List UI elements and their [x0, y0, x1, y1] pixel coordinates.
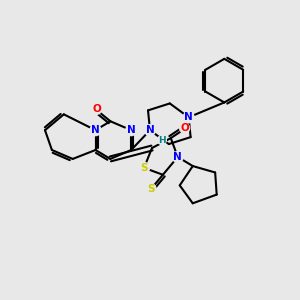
Text: N: N: [173, 152, 182, 162]
Text: N: N: [91, 125, 100, 135]
Circle shape: [146, 184, 156, 194]
Text: S: S: [147, 184, 155, 194]
Circle shape: [145, 125, 155, 136]
Circle shape: [92, 104, 101, 114]
Text: N: N: [146, 125, 154, 135]
Circle shape: [158, 136, 166, 145]
Circle shape: [139, 162, 149, 173]
Text: S: S: [140, 163, 148, 173]
Text: O: O: [180, 123, 189, 133]
Text: N: N: [127, 125, 136, 135]
Circle shape: [90, 125, 101, 136]
Circle shape: [183, 112, 194, 123]
Text: N: N: [184, 112, 193, 122]
Circle shape: [172, 152, 183, 162]
Text: H: H: [158, 136, 166, 145]
Text: O: O: [92, 104, 101, 114]
Circle shape: [180, 123, 190, 133]
Circle shape: [126, 125, 136, 136]
